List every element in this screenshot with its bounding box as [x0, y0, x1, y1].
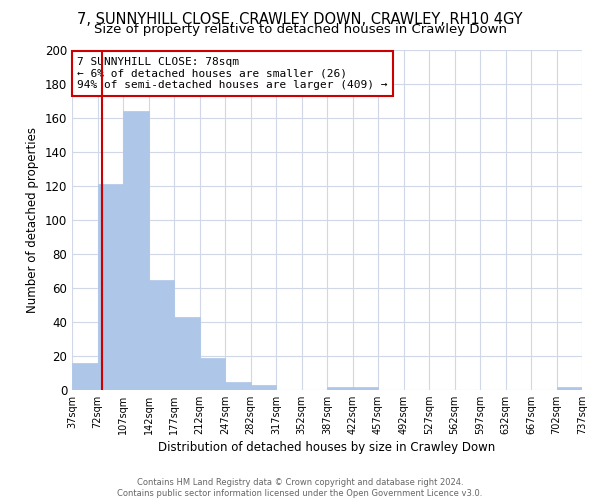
Y-axis label: Number of detached properties: Number of detached properties — [26, 127, 39, 313]
Bar — [149, 280, 174, 390]
Bar — [72, 363, 97, 390]
Bar — [199, 358, 225, 390]
Text: Contains HM Land Registry data © Crown copyright and database right 2024.
Contai: Contains HM Land Registry data © Crown c… — [118, 478, 482, 498]
Bar — [174, 317, 199, 390]
Bar — [251, 385, 276, 390]
Bar — [225, 382, 251, 390]
Bar — [353, 386, 378, 390]
Text: Size of property relative to detached houses in Crawley Down: Size of property relative to detached ho… — [94, 22, 506, 36]
Bar — [557, 386, 582, 390]
X-axis label: Distribution of detached houses by size in Crawley Down: Distribution of detached houses by size … — [158, 442, 496, 454]
Text: 7, SUNNYHILL CLOSE, CRAWLEY DOWN, CRAWLEY, RH10 4GY: 7, SUNNYHILL CLOSE, CRAWLEY DOWN, CRAWLE… — [77, 12, 523, 28]
Bar — [123, 111, 149, 390]
Text: 7 SUNNYHILL CLOSE: 78sqm
← 6% of detached houses are smaller (26)
94% of semi-de: 7 SUNNYHILL CLOSE: 78sqm ← 6% of detache… — [77, 57, 388, 90]
Bar — [327, 386, 353, 390]
Bar — [97, 184, 123, 390]
